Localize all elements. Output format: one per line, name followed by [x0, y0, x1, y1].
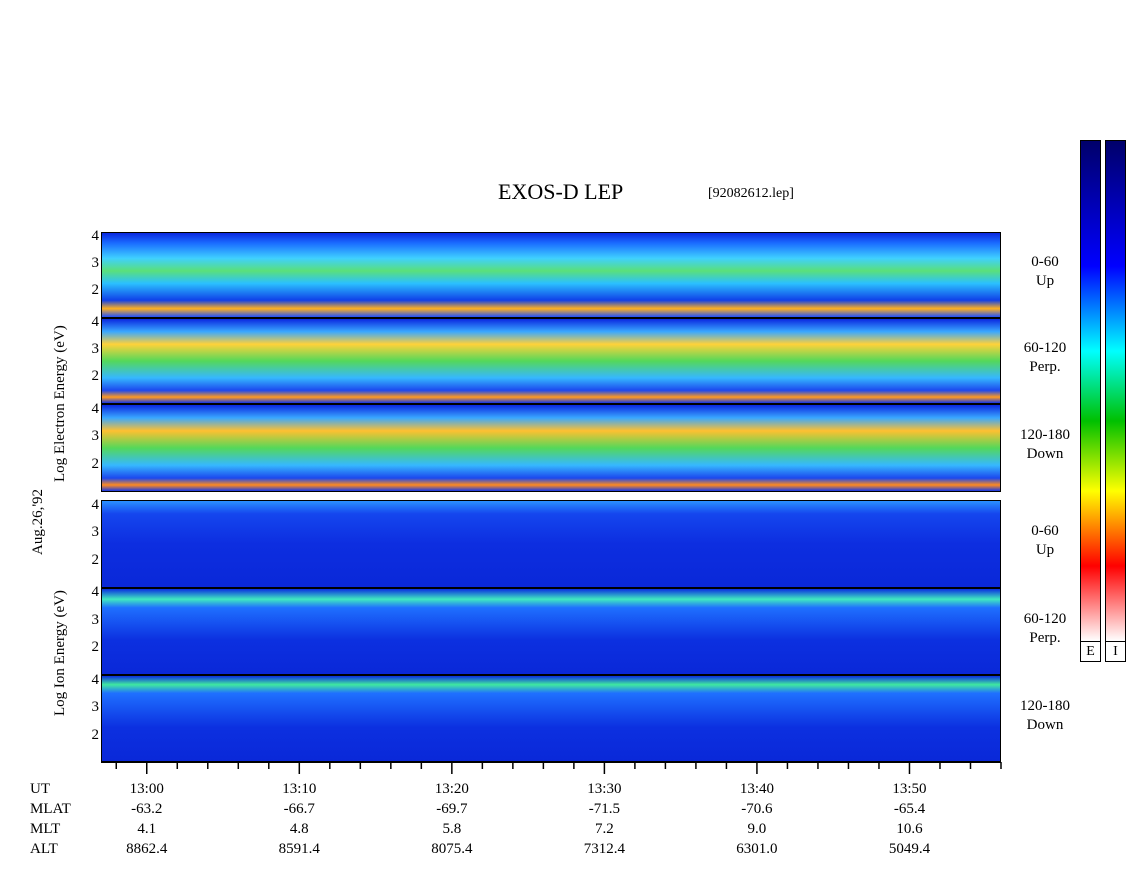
y-tick-label: 2 — [91, 455, 100, 472]
x-row-value: 13:10 — [282, 781, 317, 797]
pitch-angle-label: 0-60 — [1031, 254, 1059, 270]
x-row-value: 7.2 — [595, 821, 614, 837]
y-tick-label: 3 — [91, 611, 100, 628]
file-name: [92082612.lep] — [708, 186, 794, 201]
y-tick-label: 3 — [91, 524, 100, 540]
y-tick-label: 4 — [91, 584, 100, 601]
x-row-label: ALT — [30, 841, 58, 857]
y-tick-label: 2 — [91, 638, 100, 655]
x-row-value: 5.8 — [442, 821, 462, 837]
ion-panel-0-60 — [101, 500, 1001, 588]
ion-panel-60-120 — [101, 588, 1001, 675]
ion-colorbar — [1105, 140, 1126, 642]
x-row-value: -66.7 — [283, 801, 315, 817]
x-row-label: UT — [30, 781, 50, 797]
x-row-label: MLAT — [30, 801, 71, 817]
pitch-angle-label: 0-60 — [1031, 523, 1059, 539]
x-row-value: 13:00 — [129, 781, 164, 797]
y-tick-label: 4 — [91, 228, 100, 245]
y-tick-label: 2 — [91, 726, 100, 743]
x-row-value: 10.6 — [896, 821, 923, 837]
electron-colorbar — [1080, 140, 1101, 642]
x-row-label: MLT — [30, 821, 61, 837]
y-tick-label: 2 — [91, 282, 100, 299]
x-row-value: 8075.4 — [431, 841, 473, 857]
panel-side-label: 120-180 Down — [1005, 697, 1085, 735]
y-tick-label: 2 — [91, 368, 100, 385]
x-row-value: 13:30 — [587, 781, 622, 797]
panel-side-label: 0-60 Up — [1005, 522, 1085, 560]
direction-label: Up — [1035, 273, 1055, 289]
panel-side-label: 0-60 Up — [1005, 253, 1085, 291]
y-tick-label: 4 — [91, 314, 100, 331]
x-row-value: 13:20 — [434, 781, 469, 797]
x-row-value: 4.8 — [289, 821, 309, 837]
direction-label: Down — [1026, 446, 1064, 462]
x-row-value: 5049.4 — [888, 841, 931, 857]
pitch-angle-label: 120-180 — [1020, 698, 1070, 714]
direction-label: Up — [1035, 542, 1055, 558]
electron-panel-120-180 — [101, 404, 1001, 492]
y-tick-label: 4 — [91, 671, 100, 688]
x-row-value: -70.6 — [741, 801, 773, 817]
x-row-value: 7312.4 — [583, 841, 625, 857]
direction-label: Down — [1026, 717, 1064, 733]
pitch-angle-label: 60-120 — [1023, 340, 1067, 356]
chart-title: EXOS-D LEP — [498, 179, 624, 204]
panel-side-label: 60-120 Perp. — [1005, 339, 1085, 377]
y-tick-label: 3 — [91, 255, 100, 272]
panel-side-label: 120-180 Down — [1005, 426, 1085, 464]
electron-colorbar-label: E — [1080, 641, 1101, 662]
electron-panel-0-60 — [101, 232, 1001, 318]
y-tick-label: 4 — [91, 496, 100, 513]
y-tick-label: 3 — [91, 428, 100, 444]
y-tick-label: 2 — [91, 551, 100, 568]
x-row-value: -71.5 — [588, 801, 620, 817]
panel-side-label: 60-120 Perp. — [1005, 610, 1085, 648]
ion-panel-120-180 — [101, 675, 1001, 763]
x-row-value: 13:50 — [892, 781, 927, 797]
pitch-angle-label: 60-120 — [1023, 610, 1067, 627]
x-row-value: 8862.4 — [126, 841, 168, 857]
electron-panel-60-120 — [101, 318, 1001, 404]
x-row-value: 9.0 — [747, 821, 767, 837]
x-row-value: 6301.0 — [736, 841, 778, 857]
direction-label: Perp. — [1029, 359, 1061, 375]
x-row-value: 13:40 — [739, 781, 774, 797]
y-tick-label: 4 — [91, 400, 100, 417]
y-tick-label: 3 — [91, 341, 100, 358]
x-row-value: 8591.4 — [278, 841, 320, 857]
y-tick-label: 3 — [91, 699, 100, 715]
pitch-angle-label: 120-180 — [1020, 427, 1070, 443]
x-row-value: 4.1 — [137, 821, 157, 837]
x-row-value: -65.4 — [893, 801, 926, 817]
x-row-value: -69.7 — [436, 801, 468, 817]
ion-colorbar-label: I — [1105, 641, 1126, 662]
direction-label: Perp. — [1029, 629, 1061, 646]
x-row-value: -63.2 — [131, 801, 163, 817]
